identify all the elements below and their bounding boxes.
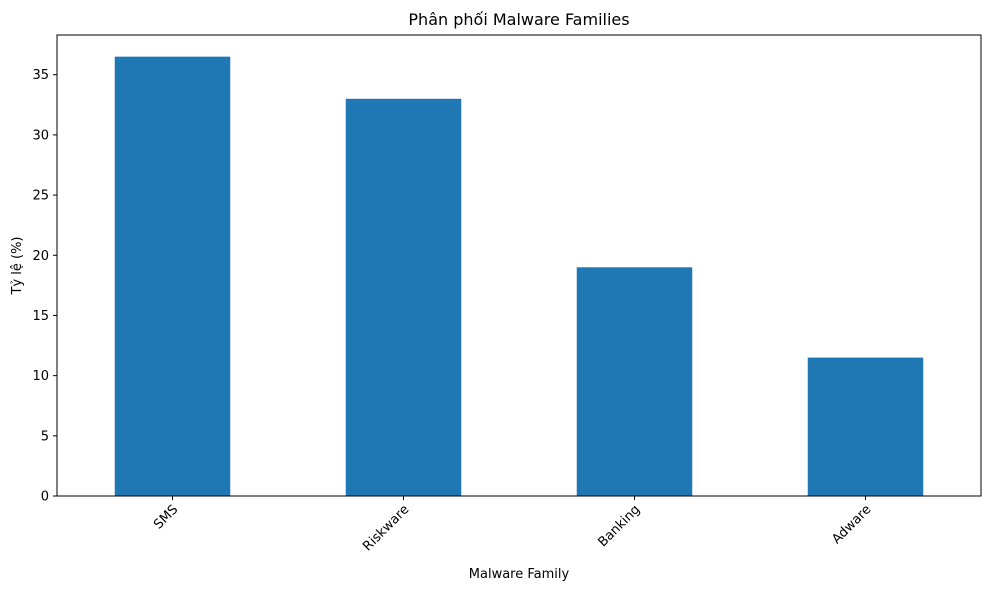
- bar-adware: [807, 357, 924, 496]
- bar-riskware: [345, 98, 462, 496]
- y-tick-label: 30: [32, 128, 49, 143]
- bars-layer: [114, 56, 924, 497]
- x-axis: SMS Riskware Banking Adware: [151, 496, 874, 554]
- x-axis-label: Malware Family: [469, 567, 570, 582]
- x-tick-label: Riskware: [360, 502, 412, 554]
- chart-title: Phân phối Malware Families: [408, 10, 629, 29]
- y-tick-label: 20: [32, 249, 49, 264]
- y-tick-label: 0: [41, 490, 49, 505]
- y-tick-label: 10: [32, 369, 49, 384]
- y-axis: 0 5 10 15 20 25 30 35: [32, 68, 57, 505]
- y-tick-label: 25: [32, 189, 49, 204]
- bar-sms: [114, 56, 231, 497]
- bar-banking: [576, 267, 693, 496]
- x-tick-label: Adware: [829, 502, 874, 547]
- x-tick-label: Banking: [595, 502, 643, 550]
- plot-frame: [56, 34, 982, 497]
- y-axis-label: Tỷ lệ (%): [10, 236, 25, 295]
- y-tick-label: 5: [41, 429, 49, 444]
- y-tick-label: 15: [32, 309, 49, 324]
- y-tick-label: 35: [32, 68, 49, 83]
- x-tick-label: SMS: [151, 502, 181, 532]
